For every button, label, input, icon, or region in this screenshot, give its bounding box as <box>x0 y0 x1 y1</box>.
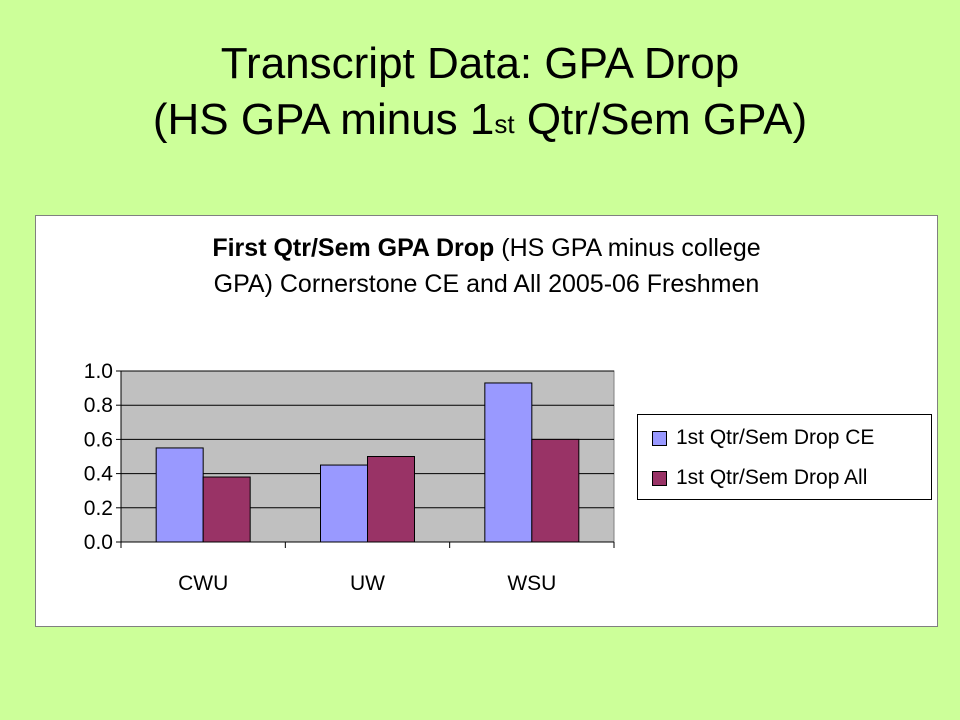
y-tick-label: 0.8 <box>84 394 113 417</box>
slide-title-line2-pre: (HS GPA minus 1 <box>152 95 495 144</box>
y-tick-label: 0.0 <box>84 531 113 554</box>
legend-swatch-ce <box>652 430 667 446</box>
slide-title-line1: Transcript Data: GPA Drop <box>220 39 740 88</box>
chart-title: First Qtr/Sem GPA Drop (HS GPA minus col… <box>36 230 937 302</box>
chart-title-rest: (HS GPA minus college <box>494 234 761 262</box>
bar-chart: 0.0 0.2 0.4 0.6 0.8 1.0 CWU UW WSU <box>84 360 615 595</box>
y-tick-label: 0.6 <box>84 428 113 451</box>
chart-frame: First Qtr/Sem GPA Drop (HS GPA minus col… <box>35 215 938 627</box>
slide-title-line2-sup: st <box>494 109 515 139</box>
bar-cwu-all <box>202 476 251 543</box>
legend-label-ce: 1st Qtr/Sem Drop CE <box>676 426 875 449</box>
x-tick-label: WSU <box>507 572 556 595</box>
legend-label-all: 1st Qtr/Sem Drop All <box>676 466 868 489</box>
legend-item-ce: 1st Qtr/Sem Drop CE <box>652 423 874 453</box>
slide-title: Transcript Data: GPA Drop (HS GPA minus … <box>0 36 960 148</box>
bar-cwu-ce <box>155 447 204 543</box>
bar-uw-ce <box>320 464 368 543</box>
chart-title-bold: First Qtr/Sem GPA Drop <box>212 234 495 262</box>
chart-legend: 1st Qtr/Sem Drop CE 1st Qtr/Sem Drop All <box>637 414 932 500</box>
bar-wsu-all <box>531 438 580 543</box>
x-tick-label: UW <box>350 572 385 595</box>
bar-uw-all <box>367 456 415 543</box>
legend-item-all: 1st Qtr/Sem Drop All <box>652 463 867 493</box>
bar-wsu-ce <box>484 382 533 543</box>
y-tick-label: 0.2 <box>84 497 113 520</box>
x-tick-label: CWU <box>178 572 228 595</box>
y-tick-label: 0.4 <box>84 463 114 486</box>
legend-swatch-all <box>652 470 667 486</box>
y-tick-label: 1.0 <box>84 360 113 383</box>
chart-title-line2: GPA) Cornerstone CE and All 2005-06 Fres… <box>213 270 760 298</box>
slide-title-line2-post: Qtr/Sem GPA) <box>514 95 808 144</box>
